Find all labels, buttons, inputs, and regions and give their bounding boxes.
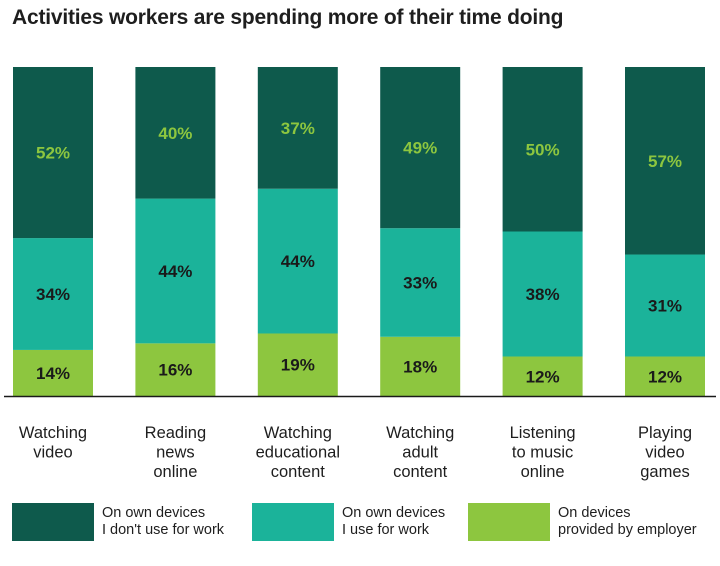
legend-item-employer: On devices provided by employer: [468, 503, 697, 541]
bar-watching-educational-content-employer: [257, 333, 338, 396]
bar-listening-to-music-online-employer: [502, 356, 583, 396]
value-label-watching-video-employer: 14%: [36, 364, 70, 383]
category-label-listening-to-music-online: Listening: [510, 424, 576, 442]
value-label-listening-to-music-online-own_work: 38%: [526, 285, 560, 304]
category-label-playing-video-games: Playing: [638, 424, 692, 442]
category-label-watching-educational-content: content: [271, 463, 326, 481]
category-label-watching-educational-content: educational: [256, 444, 340, 462]
value-label-reading-news-online-own_not_work: 40%: [158, 124, 192, 143]
value-label-watching-video-own_work: 34%: [36, 285, 70, 304]
category-label-watching-adult-content: Watching: [386, 424, 454, 442]
bar-listening-to-music-online-own_not_work: [502, 67, 583, 232]
chart-title: Activities workers are spending more of …: [12, 6, 564, 29]
value-label-watching-video-own_not_work: 52%: [36, 144, 70, 163]
bar-reading-news-online-own_not_work: [135, 67, 216, 199]
category-label-watching-video: video: [33, 444, 72, 462]
value-label-listening-to-music-online-own_not_work: 50%: [526, 140, 560, 159]
value-label-listening-to-music-online-employer: 12%: [526, 367, 560, 386]
category-label-watching-video: Watching: [19, 424, 87, 442]
category-label-reading-news-online: online: [153, 463, 197, 481]
bar-watching-video-employer: [13, 349, 93, 396]
category-label-watching-educational-content: Watching: [264, 424, 332, 442]
legend-label-employer: On devices provided by employer: [558, 505, 697, 538]
legend: On own devices I don't use for work On o…: [0, 503, 720, 543]
bar-playing-video-games-own_work: [625, 254, 705, 357]
bar-watching-educational-content-own_not_work: [257, 67, 338, 189]
legend-swatch-employer: [468, 503, 550, 541]
value-label-reading-news-online-own_work: 44%: [158, 262, 192, 281]
bar-watching-adult-content-own_not_work: [380, 67, 461, 229]
bar-playing-video-games-employer: [625, 356, 705, 396]
legend-swatch-own-work: [252, 503, 334, 541]
category-label-reading-news-online: news: [156, 444, 195, 462]
bar-reading-news-online-employer: [135, 343, 216, 396]
category-label-watching-adult-content: adult: [402, 444, 438, 462]
legend-swatch-own-not-work: [12, 503, 94, 541]
value-label-watching-educational-content-own_not_work: 37%: [281, 119, 315, 138]
legend-label-own-work: On own devices I use for work: [342, 505, 446, 538]
value-label-watching-educational-content-own_work: 44%: [281, 252, 315, 271]
bar-reading-news-online-own_work: [135, 198, 216, 344]
value-label-watching-adult-content-own_not_work: 49%: [403, 139, 437, 158]
bar-watching-video-own_work: [13, 238, 93, 350]
value-label-watching-adult-content-employer: 18%: [403, 357, 437, 376]
legend-item-own-work: On own devices I use for work: [252, 503, 445, 541]
category-label-playing-video-games: games: [640, 463, 690, 481]
value-label-watching-adult-content-own_work: 33%: [403, 273, 437, 292]
category-label-playing-video-games: video: [645, 444, 684, 462]
stacked-bar-chart: 14% 34% 52% Watching video 16% 44% 40% Reading ne…: [4, 67, 716, 481]
bar-watching-adult-content-own_work: [380, 228, 461, 337]
bar-watching-educational-content-own_work: [257, 188, 338, 334]
value-label-playing-video-games-employer: 12%: [648, 367, 682, 386]
bar-listening-to-music-online-own_work: [502, 231, 583, 357]
category-label-listening-to-music-online: to music: [512, 444, 573, 462]
legend-label-own-not-work: On own devices I don't use for work: [102, 505, 225, 538]
bar-watching-video-own_not_work: [13, 67, 93, 239]
category-label-reading-news-online: Reading: [145, 424, 206, 442]
category-label-watching-adult-content: content: [393, 463, 448, 481]
value-label-watching-educational-content-employer: 19%: [281, 356, 315, 375]
bar-playing-video-games-own_not_work: [625, 67, 705, 255]
value-label-playing-video-games-own_work: 31%: [648, 297, 682, 316]
value-label-playing-video-games-own_not_work: 57%: [648, 152, 682, 171]
value-label-reading-news-online-employer: 16%: [158, 361, 192, 380]
legend-item-own-not-work: On own devices I don't use for work: [12, 503, 224, 541]
bar-watching-adult-content-employer: [380, 336, 461, 396]
category-label-listening-to-music-online: online: [521, 463, 565, 481]
